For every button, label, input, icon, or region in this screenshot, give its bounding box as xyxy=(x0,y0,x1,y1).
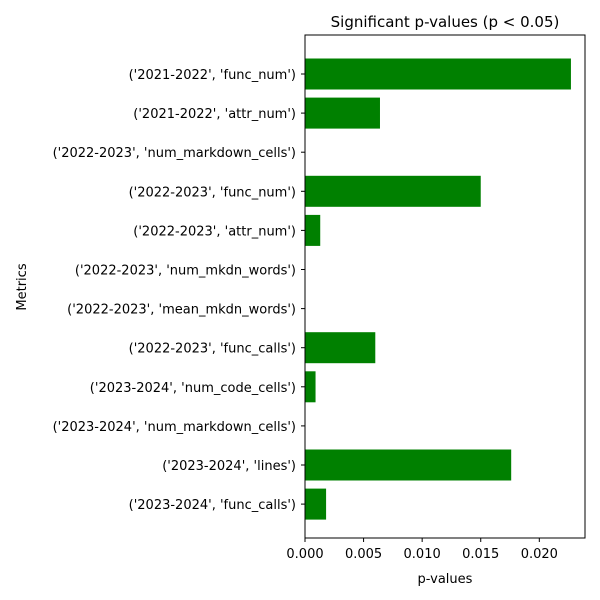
y-tick-label: ('2023-2024', 'func_calls') xyxy=(129,498,296,513)
y-tick-label: ('2021-2022', 'attr_num') xyxy=(133,107,296,122)
x-axis-label: p-values xyxy=(418,572,473,587)
y-tick-label: ('2022-2023', 'mean_mkdn_words') xyxy=(67,303,296,318)
bar xyxy=(305,449,512,481)
y-tick-label: ('2021-2022', 'func_num') xyxy=(129,68,296,83)
bar xyxy=(305,97,380,129)
x-tick-label: 0.005 xyxy=(345,547,382,562)
y-tick-label: ('2022-2023', 'num_mkdn_words') xyxy=(75,264,296,279)
y-axis-label: Metrics xyxy=(15,263,30,310)
y-ticks-group: ('2021-2022', 'func_num') ('2021-2022', '… xyxy=(53,68,305,513)
x-tick-label: 0.010 xyxy=(404,547,441,562)
x-ticks-group: 0.000 0.005 0.010 0.015 0.020 xyxy=(286,538,558,562)
y-tick-label: ('2023-2024', 'num_markdown_cells') xyxy=(53,420,296,435)
bar xyxy=(305,175,481,207)
y-tick-label: ('2022-2023', 'func_num') xyxy=(129,185,296,200)
bar xyxy=(305,214,321,246)
y-tick-label: ('2022-2023', 'num_markdown_cells') xyxy=(53,146,296,161)
plot-frame xyxy=(304,34,586,539)
bar xyxy=(305,371,316,403)
bar xyxy=(305,58,571,90)
x-tick-label: 0.020 xyxy=(521,547,558,562)
y-tick-label: ('2022-2023', 'attr_num') xyxy=(133,224,296,239)
x-tick-label: 0.015 xyxy=(462,547,499,562)
bar xyxy=(305,332,376,364)
chart-title: Significant p-values (p < 0.05) xyxy=(331,13,560,31)
bars-group xyxy=(305,58,571,520)
x-tick-label: 0.000 xyxy=(286,547,323,562)
bar xyxy=(305,488,327,520)
y-tick-label: ('2022-2023', 'func_calls') xyxy=(129,342,296,357)
y-tick-label: ('2023-2024', 'num_code_cells') xyxy=(90,381,296,396)
y-tick-label: ('2023-2024', 'lines') xyxy=(162,459,296,474)
